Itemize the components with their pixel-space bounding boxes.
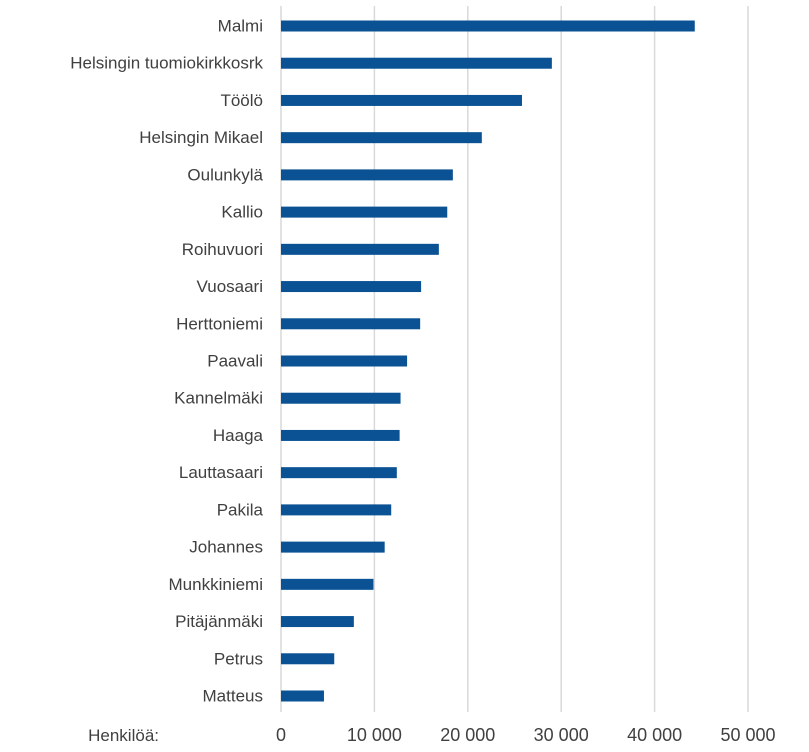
- bar: [281, 541, 385, 553]
- bar: [281, 20, 695, 32]
- bar: [281, 281, 422, 293]
- bar: [281, 616, 354, 628]
- category-label: Töölö: [220, 91, 263, 110]
- category-label: Malmi: [218, 17, 263, 36]
- category-label: Paavali: [207, 352, 263, 371]
- category-label: Roihuvuori: [182, 240, 263, 259]
- category-label: Pakila: [217, 500, 264, 519]
- category-label: Kallio: [221, 203, 263, 222]
- x-tick-label: 40 000: [627, 725, 682, 745]
- category-label: Vuosaari: [197, 277, 263, 296]
- x-tick-label: 30 000: [534, 725, 589, 745]
- bar: [281, 355, 408, 367]
- bar: [281, 169, 453, 181]
- x-tick-label: 50 000: [720, 725, 775, 745]
- category-label: Helsingin Mikael: [139, 128, 263, 147]
- bar: [281, 94, 522, 106]
- category-label: Matteus: [203, 687, 263, 706]
- bar: [281, 690, 324, 702]
- category-label: Kannelmäki: [174, 389, 263, 408]
- bar: [281, 392, 401, 404]
- bar: [281, 206, 448, 218]
- category-label: Helsingin tuomiokirkkosrk: [70, 54, 263, 73]
- bar: [281, 243, 439, 255]
- x-tick-label: 20 000: [440, 725, 495, 745]
- category-label: Herttoniemi: [176, 314, 263, 333]
- bar: [281, 578, 374, 590]
- category-label: Haaga: [213, 426, 264, 445]
- bar: [281, 318, 421, 330]
- x-tick-label: 0: [276, 725, 286, 745]
- bar: [281, 467, 397, 479]
- category-labels: Malmi Helsingin tuomiokirkkosrk Töölö Helsi…: [70, 17, 263, 706]
- category-label: Johannes: [189, 538, 263, 557]
- bar: [281, 132, 482, 144]
- x-tick-label: 10 000: [347, 725, 402, 745]
- bar: [281, 653, 335, 665]
- bar: [281, 504, 392, 516]
- bar: [281, 429, 400, 441]
- bar: [281, 57, 552, 69]
- category-label: Pitäjänmäki: [175, 612, 263, 631]
- x-axis-unit-label: Henkilöä:: [88, 726, 159, 745]
- category-label: Lauttasaari: [179, 463, 263, 482]
- x-tick-labels: 0 10 000 20 000 30 000 40 000 50 000: [276, 725, 776, 745]
- category-label: Munkkiniemi: [169, 575, 263, 594]
- bars: [281, 20, 695, 702]
- category-label: Oulunkylä: [187, 165, 263, 184]
- category-label: Petrus: [214, 649, 263, 668]
